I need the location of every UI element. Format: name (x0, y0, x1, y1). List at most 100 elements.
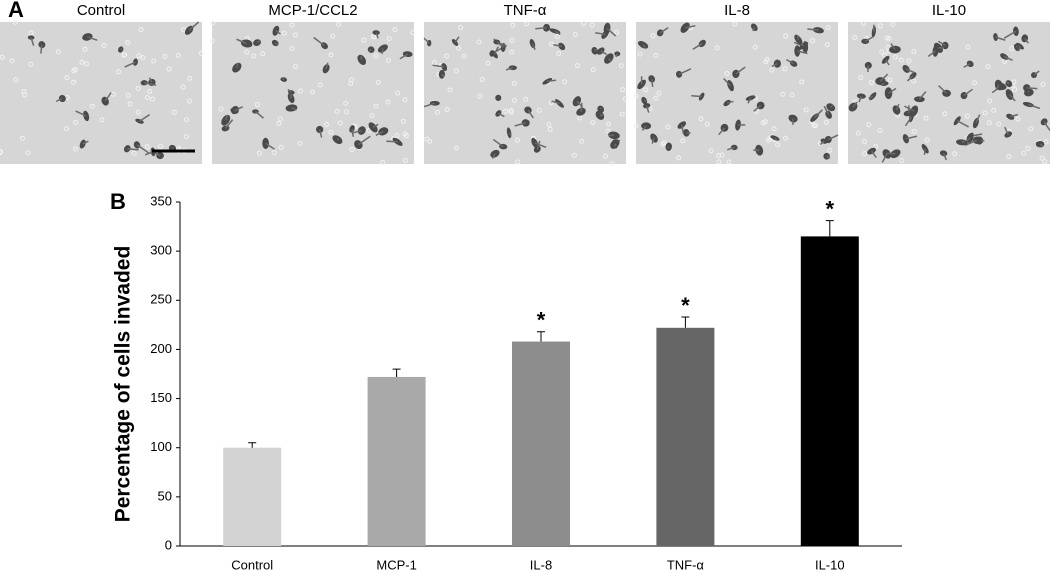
cell (495, 94, 502, 101)
cell-process (1004, 126, 1009, 135)
cell-process (692, 42, 703, 50)
pore (150, 96, 156, 102)
cell-process (493, 46, 499, 55)
pore (556, 50, 562, 56)
cell-process (681, 124, 685, 134)
cell-process (236, 62, 239, 68)
pore (400, 118, 406, 124)
cell-process (684, 25, 696, 29)
pore (479, 77, 485, 83)
cell-process (282, 77, 285, 80)
error-bar (392, 368, 401, 377)
pore (698, 116, 704, 122)
pore (1040, 82, 1046, 88)
pore (444, 53, 450, 59)
cell-process (531, 43, 536, 51)
pore (343, 100, 349, 106)
cell-process (819, 140, 825, 146)
cell-process (995, 36, 1006, 41)
cell (558, 42, 566, 51)
cell-process (608, 58, 612, 62)
cell-process (641, 125, 647, 131)
pore (605, 128, 611, 134)
cell-process (927, 50, 937, 58)
cell-process (599, 113, 605, 117)
cell-process (1003, 55, 1013, 62)
pore (726, 159, 732, 165)
cell-process (938, 85, 948, 94)
cell-process (357, 135, 371, 146)
pore (716, 159, 722, 165)
pore (385, 57, 391, 63)
pore (1043, 139, 1049, 145)
pore (125, 39, 131, 45)
pore (276, 121, 282, 127)
pore (602, 153, 608, 159)
pore (886, 35, 892, 41)
pore (716, 153, 722, 159)
cell-process (642, 44, 646, 48)
y-tick-label: 150 (150, 390, 172, 405)
pore (589, 22, 595, 28)
pore (575, 63, 581, 69)
cell-process (963, 88, 973, 97)
cell-process (868, 95, 874, 100)
cell (698, 92, 705, 101)
pore (511, 97, 517, 103)
pore (328, 129, 334, 135)
pore (328, 52, 334, 58)
cell-process (995, 84, 1000, 91)
pore (523, 96, 529, 102)
cell-process (527, 109, 534, 119)
cell-process (536, 140, 541, 150)
pore (0, 149, 4, 155)
cell (601, 29, 609, 39)
cell-process (236, 38, 247, 45)
cell-process (75, 110, 87, 117)
cell (677, 121, 687, 129)
bar (512, 341, 570, 546)
cell-process (496, 41, 508, 47)
pore (135, 109, 141, 115)
pore (186, 98, 192, 104)
x-tick-label: Control (231, 557, 273, 572)
y-axis-title: Percentage of cells invaded (112, 246, 135, 523)
pore (1021, 150, 1027, 156)
cell-process (753, 104, 762, 112)
pore (101, 43, 107, 49)
cell (604, 53, 614, 64)
pore (515, 159, 521, 165)
cell-process (905, 68, 915, 74)
pore (827, 147, 833, 153)
pore (135, 85, 141, 91)
pore (511, 80, 517, 86)
cell-process (87, 36, 98, 41)
pore (435, 109, 441, 115)
pore (187, 75, 193, 81)
pore (860, 20, 866, 26)
pore (198, 50, 204, 56)
y-tick-label: 250 (150, 292, 172, 307)
pore (882, 52, 888, 58)
pore (986, 120, 992, 126)
cell-process (30, 37, 35, 46)
pore (251, 53, 257, 59)
pore (136, 53, 142, 59)
pore (590, 120, 596, 126)
pore (890, 21, 896, 27)
cell-process (553, 44, 562, 48)
cell-process (830, 104, 834, 108)
pore (373, 53, 379, 59)
pore (1012, 86, 1018, 92)
pore (503, 108, 509, 114)
panel-label: A (8, 0, 24, 22)
pore (99, 117, 105, 123)
cell-process (313, 36, 325, 47)
cell-process (55, 97, 63, 103)
x-tick-label: TNF-α (667, 557, 705, 572)
pore (911, 78, 917, 84)
pore (892, 54, 898, 60)
cell (1006, 113, 1015, 120)
cell-process (895, 103, 900, 111)
pore (447, 87, 453, 93)
